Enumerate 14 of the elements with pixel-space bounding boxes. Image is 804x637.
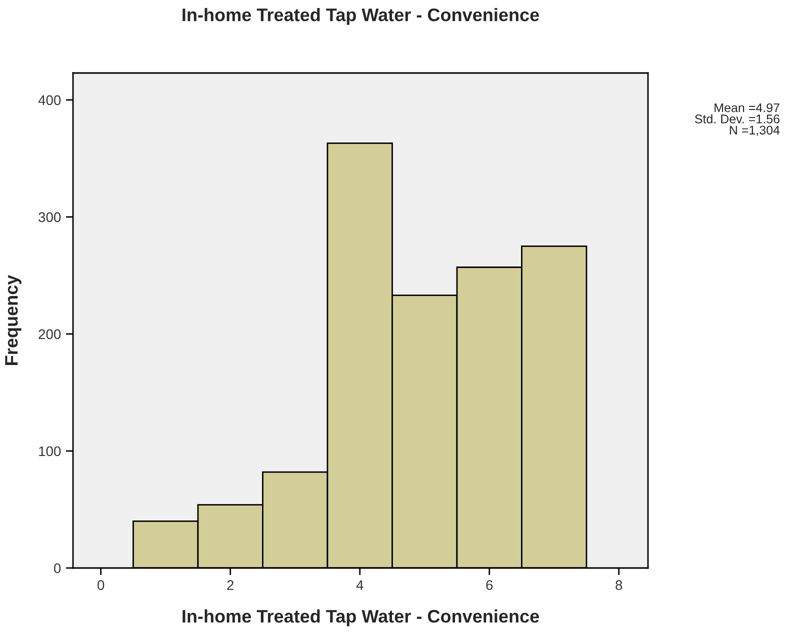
y-tick-label: 300 [38, 212, 61, 222]
y-tick-label: 0 [54, 563, 61, 574]
x-tick-label: 0 [98, 580, 104, 590]
x-tick-label: 2 [227, 580, 234, 590]
y-tick-label: 100 [39, 446, 61, 456]
text: Mean =4.97 Std. Dev. =1.56 N =1,304 [694, 103, 780, 136]
y-tick-label: 200 [38, 329, 61, 340]
x-tick-label: 4 [356, 580, 364, 590]
x-tick-label: 8 [616, 580, 622, 590]
x-axis-title: In-home Treated Tap Water - Convenience [182, 609, 539, 626]
chart-title: In-home Treated Tap Water - Convenience [182, 8, 539, 25]
y-tick-label: 400 [38, 95, 61, 106]
x-tick-label: 6 [486, 580, 493, 590]
y-axis-title: Frequency [5, 274, 22, 365]
